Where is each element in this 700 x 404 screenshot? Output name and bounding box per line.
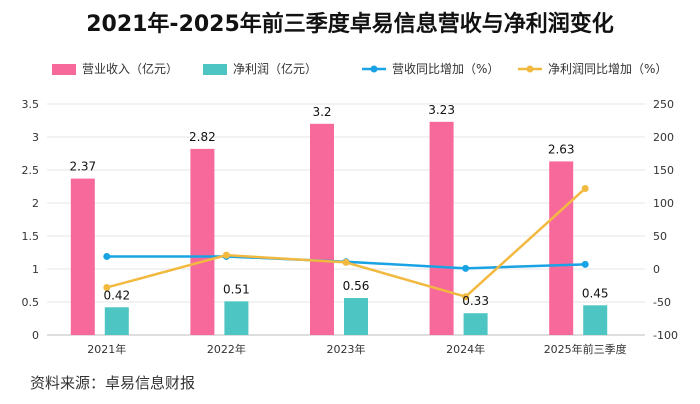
legend-label: 营业收入（亿元） <box>82 61 178 76</box>
y-right-tick-label: 200 <box>653 131 674 144</box>
bar <box>104 307 129 335</box>
y-left-tick-label: 3.5 <box>22 98 40 111</box>
y-axis-right: -100 -50 0 50 100 150 200 250 <box>653 98 678 342</box>
chart-title: 2021年-2025年前三季度卓易信息营收与净利润变化 <box>86 12 614 37</box>
bar <box>344 298 368 335</box>
bar <box>70 178 95 335</box>
legend: 营业收入（亿元） 净利润（亿元） 营收同比增加（%） 净利润同比增加（%） <box>52 61 667 76</box>
bar <box>310 123 334 335</box>
bar-value-label: 0.33 <box>462 294 489 308</box>
line-point <box>103 252 111 260</box>
bar <box>463 313 488 335</box>
line-series <box>103 184 589 301</box>
line-point <box>462 264 470 272</box>
x-tick-label: 2024年 <box>446 342 485 356</box>
legend-swatch <box>203 64 227 75</box>
y-right-tick-label: -100 <box>653 329 678 342</box>
data-labels: 2.37 2.82 3.2 3.23 2.63 0.42 0.51 0.56 0.33 0.45 <box>69 103 608 308</box>
bar-value-label: 3.2 <box>312 105 331 119</box>
bar <box>549 161 574 335</box>
x-tick-label: 2023年 <box>327 342 366 356</box>
y-right-tick-label: 50 <box>653 230 667 243</box>
y-left-tick-label: 3 <box>32 131 39 144</box>
y-right-tick-label: 100 <box>653 197 674 210</box>
y-right-tick-label: -50 <box>653 296 671 309</box>
bar <box>583 305 608 335</box>
legend-marker <box>370 65 378 73</box>
line-point <box>581 184 589 192</box>
y-right-tick-label: 0 <box>653 263 660 276</box>
line-point <box>462 293 470 301</box>
y-right-tick-label: 250 <box>653 98 674 111</box>
y-left-tick-label: 1 <box>32 263 39 276</box>
y-right-tick-label: 150 <box>653 164 674 177</box>
bar <box>224 301 249 335</box>
line-point <box>342 258 350 266</box>
bar-series <box>70 121 608 335</box>
bar-value-label: 3.23 <box>428 103 455 117</box>
x-tick-label: 2025年前三季度 <box>544 342 627 356</box>
legend-marker <box>526 65 534 73</box>
bar <box>429 121 454 335</box>
x-tick-label: 2022年 <box>207 342 246 356</box>
bar-value-label: 0.51 <box>223 282 250 296</box>
bar-value-label: 2.63 <box>548 142 575 156</box>
y-left-tick-label: 1.5 <box>22 230 40 243</box>
legend-swatch <box>52 64 76 75</box>
y-axis-left: 0 0.5 1 1.5 2 2.5 3 3.5 <box>22 98 40 342</box>
y-left-tick-label: 0.5 <box>22 296 40 309</box>
bar <box>190 148 215 335</box>
y-left-tick-label: 2.5 <box>22 164 40 177</box>
y-left-tick-label: 0 <box>32 329 39 342</box>
bar-value-label: 2.82 <box>189 130 216 144</box>
y-left-tick-label: 2 <box>32 197 39 210</box>
bar-value-label: 0.45 <box>582 286 609 300</box>
line-point <box>222 251 230 259</box>
legend-label: 净利润同比增加（%） <box>548 62 667 76</box>
bar-value-label: 2.37 <box>69 160 96 174</box>
source-note: 资料来源：卓易信息财报 <box>30 374 196 392</box>
bar-value-label: 0.56 <box>343 279 370 293</box>
x-tick-label: 2021年 <box>87 342 126 356</box>
x-axis: 2021年 2022年 2023年 2024年 2025年前三季度 <box>87 342 626 356</box>
legend-label: 营收同比增加（%） <box>392 62 499 76</box>
legend-label: 净利润（亿元） <box>233 61 317 76</box>
line-point <box>103 283 111 291</box>
line-point <box>581 260 589 268</box>
bar-value-label: 0.42 <box>103 288 130 302</box>
